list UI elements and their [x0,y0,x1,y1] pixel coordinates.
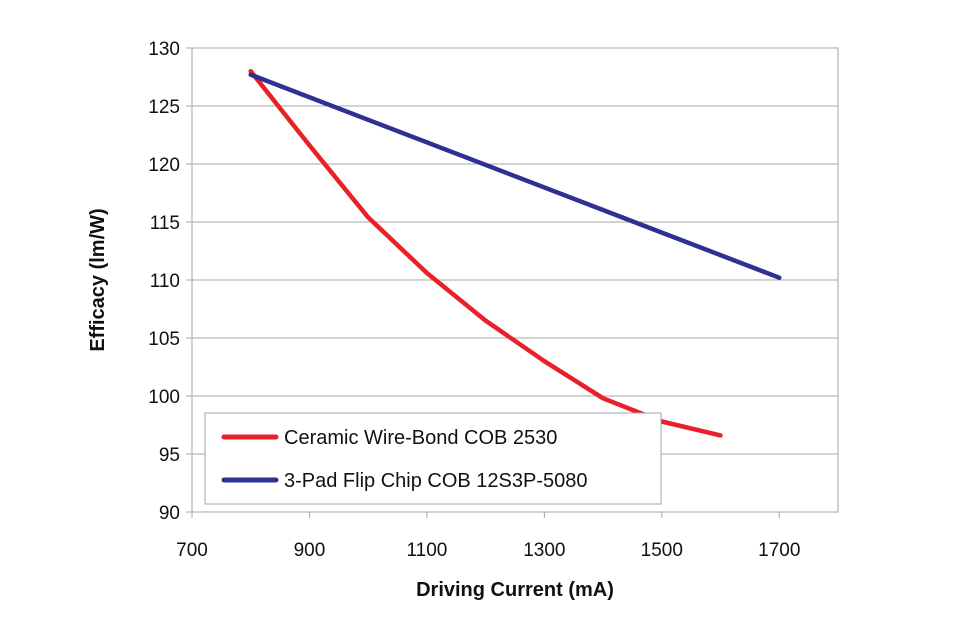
legend-label-ceramic-wire-bond: Ceramic Wire-Bond COB 2530 [284,427,557,449]
legend-label-flip-chip: 3-Pad Flip Chip COB 12S3P-5080 [284,470,588,492]
x-axis-title: Driving Current (mA) [416,579,614,601]
x-tick-label-1100: 1100 [406,540,447,561]
legend-box [204,412,662,505]
y-tick-labels: 90 95 100 105 110 115 120 125 130 [148,39,192,524]
x-tick-label-900: 900 [294,540,326,561]
y-tick-label-110: 110 [150,271,180,292]
x-tick-label-1300: 1300 [523,540,565,561]
y-tick-label-115: 115 [150,213,180,234]
x-tick-label-700: 700 [176,540,208,561]
x-tick-label-1700: 1700 [758,540,800,561]
y-tick-label-100: 100 [148,387,180,408]
x-tick-label-1500: 1500 [641,540,683,561]
y-tick-label-105: 105 [148,329,180,350]
x-tick-labels: 700 900 1100 1300 1500 1700 [176,512,800,561]
y-tick-label-130: 130 [148,39,180,60]
legend: Ceramic Wire-Bond COB 2530 3-Pad Flip Ch… [204,412,662,505]
y-tick-label-125: 125 [148,97,180,118]
y-tick-label-95: 95 [159,445,180,466]
y-tick-label-90: 90 [159,503,180,524]
y-axis-title: Efficacy (lm/W) [87,208,109,351]
series-line-3-pad-flip-chip-cob-12s3p-5080 [248,72,782,280]
y-tick-label-120: 120 [148,155,180,176]
